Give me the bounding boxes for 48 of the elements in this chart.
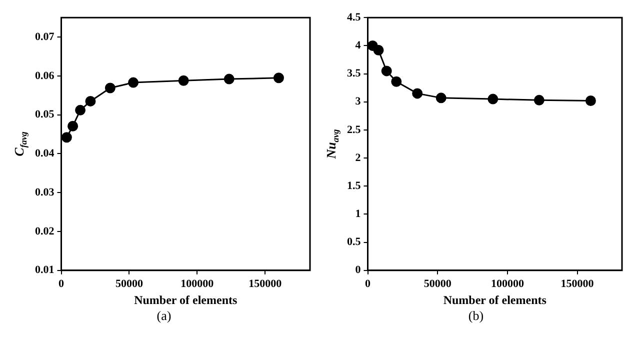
point xyxy=(373,44,384,56)
y-tick-label: 4.5 xyxy=(347,11,362,24)
x-tick-label: 50000 xyxy=(424,278,452,290)
x-tick-label: 150000 xyxy=(560,278,594,290)
y-tick-label: 2 xyxy=(355,152,362,164)
x-tick-label: 100000 xyxy=(180,278,214,290)
point xyxy=(585,95,596,106)
x-tick-label: 50000 xyxy=(115,278,144,290)
y-axis-title: Cfavg xyxy=(11,131,28,156)
y-tick-label: 0.07 xyxy=(35,30,55,43)
y-tick-label: 4 xyxy=(355,40,362,52)
x-axis-title: Number of elements xyxy=(134,292,238,307)
y-axis-title: Nuavg xyxy=(323,128,340,160)
y-tick-label: 3 xyxy=(355,96,362,108)
point xyxy=(128,77,139,88)
y-tick-label: 1.5 xyxy=(347,180,362,192)
x-tick-label: 100000 xyxy=(490,278,524,290)
point xyxy=(488,94,498,104)
point xyxy=(68,120,78,132)
y-tick-label: 0.06 xyxy=(35,70,55,82)
point xyxy=(273,72,284,84)
y-tick-label: 0.05 xyxy=(35,108,55,121)
point xyxy=(534,94,544,106)
point xyxy=(391,76,402,87)
y-tick-label: 0.03 xyxy=(35,186,55,198)
text: (a) xyxy=(156,308,172,324)
text: (b) xyxy=(467,308,485,324)
point xyxy=(178,75,189,86)
x-tick-label: 150000 xyxy=(248,278,282,290)
y-tick-label: 0.04 xyxy=(35,148,55,160)
y-tick-label: 0.5 xyxy=(347,236,362,248)
y-tick-label: 3.5 xyxy=(347,68,362,80)
point xyxy=(104,82,116,94)
y-tick-label: 0 xyxy=(355,264,362,276)
point xyxy=(381,66,392,76)
x-axis-title: Number of elements xyxy=(443,292,547,307)
y-tick-label: 2.5 xyxy=(347,124,362,136)
point xyxy=(224,74,234,84)
y-tick-label: 0.02 xyxy=(35,225,55,238)
point xyxy=(75,104,86,116)
point xyxy=(412,88,423,99)
y-tick-label: 1 xyxy=(355,208,361,220)
point xyxy=(436,92,446,104)
x-tick-label: 0 xyxy=(58,278,64,290)
y-tick-label: 0.01 xyxy=(35,264,54,276)
point xyxy=(61,132,72,143)
point xyxy=(85,96,96,106)
x-tick-label: 0 xyxy=(365,278,371,290)
